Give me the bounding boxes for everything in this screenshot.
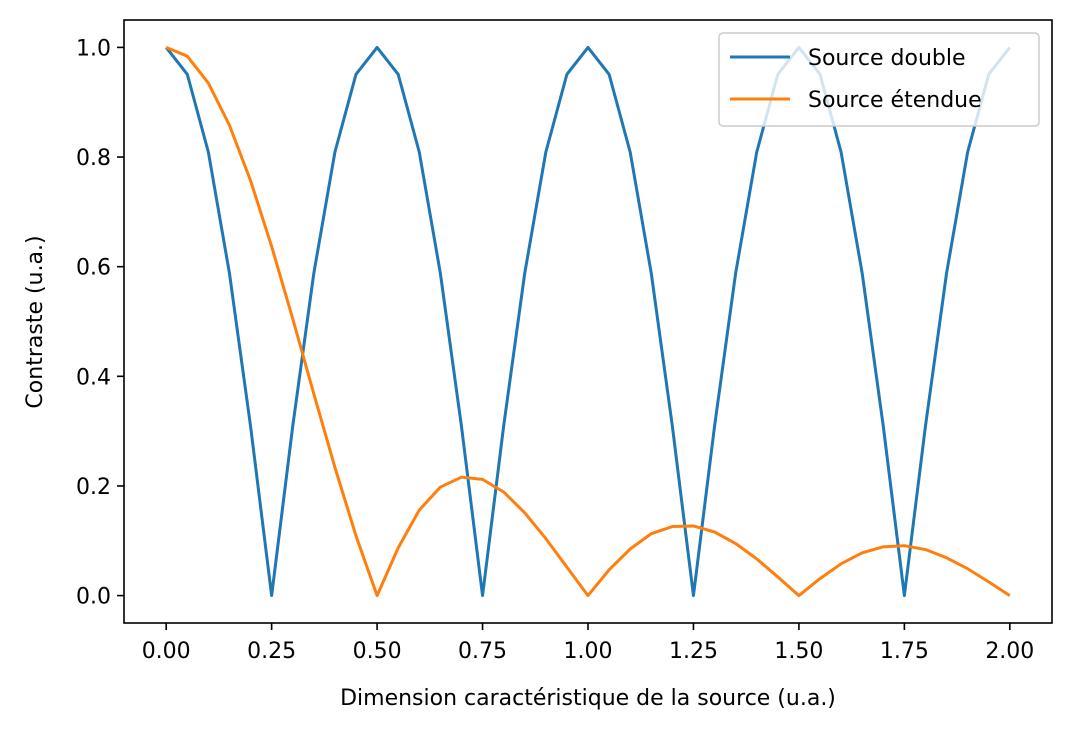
y-tick-label: 1.0	[76, 36, 111, 61]
plot-frame	[123, 19, 1053, 624]
y-tick-label: 0.8	[76, 146, 111, 171]
x-tick-label: 1.75	[880, 639, 929, 664]
x-tick-label: 2.00	[985, 639, 1034, 664]
legend-label-source-etendue: Source étendue	[808, 88, 982, 113]
x-tick-label: 0.00	[142, 639, 191, 664]
x-tick-label: 0.75	[458, 639, 507, 664]
x-tick-label: 0.50	[353, 639, 402, 664]
y-tick-label: 0.4	[76, 365, 111, 390]
series-line-source-etendue	[165, 46, 1011, 598]
legend-label-source-double: Source double	[808, 46, 966, 71]
y-axis-ticks: 0.0 0.2 0.4 0.6 0.8 1.0	[76, 36, 124, 610]
x-tick-label: 1.25	[669, 639, 718, 664]
series-line-source-double	[165, 45, 1011, 598]
x-axis-ticks: 0.00 0.25 0.50 0.75 1.00 1.25 1.50 1.75 2.00	[142, 623, 1034, 664]
y-tick-label: 0.0	[76, 585, 111, 610]
y-tick-label: 0.6	[76, 256, 111, 281]
legend-box	[718, 32, 1040, 127]
y-tick-label: 0.2	[76, 475, 111, 500]
legend: Source double Source étendue	[718, 32, 1040, 127]
x-tick-label: 1.00	[564, 639, 613, 664]
x-tick-label: 0.25	[247, 639, 296, 664]
x-tick-label: 1.50	[774, 639, 823, 664]
x-axis-label: Dimension caractéristique de la source (…	[340, 686, 836, 711]
series-lines	[165, 45, 1011, 598]
y-axis-label: Contraste (u.a.)	[23, 235, 48, 408]
